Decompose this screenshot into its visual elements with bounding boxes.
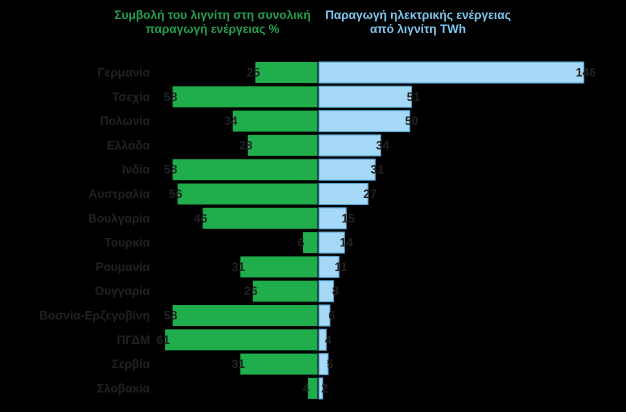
left-bar — [172, 305, 318, 326]
right-bar — [318, 158, 376, 181]
right-bar — [318, 134, 382, 157]
left-bar — [240, 353, 318, 375]
category-label: Ελλάδα — [107, 138, 151, 152]
left-value-label: 6 — [298, 236, 305, 250]
left-value-label: 56 — [169, 187, 183, 201]
category-label: Ινδία — [122, 163, 151, 177]
right-bar — [318, 328, 327, 351]
left-value-label: 31 — [232, 357, 246, 371]
left-bar — [232, 110, 318, 132]
right-value-label: 4 — [325, 333, 332, 347]
category-label: Σλοβακία — [97, 381, 151, 395]
left-bar — [202, 207, 318, 229]
category-label: Αυστραλία — [89, 187, 151, 201]
left-bar — [172, 159, 318, 181]
left-bar — [172, 86, 318, 108]
left-bar — [240, 256, 318, 278]
left-bar — [255, 62, 318, 83]
right-bar — [318, 61, 585, 84]
right-bar — [318, 85, 412, 108]
left-value-label: 31 — [232, 260, 246, 274]
left-bar — [247, 134, 318, 156]
right-value-label: 2 — [321, 381, 328, 395]
right-bar — [318, 280, 335, 303]
right-value-label: 5 — [327, 357, 334, 371]
right-value-label: 14 — [340, 236, 354, 250]
category-label: Ουγγαρία — [95, 284, 151, 298]
right-value-label: 6 — [329, 309, 336, 323]
left-value-label: 28 — [239, 138, 253, 152]
right-series-bars — [318, 61, 585, 400]
right-value-label: 146 — [576, 66, 596, 80]
right-bar — [318, 207, 347, 230]
left-value-label: 61 — [156, 333, 170, 347]
right-value-label: 51 — [407, 90, 421, 104]
right-bar — [318, 353, 329, 376]
right-value-label: 11 — [335, 260, 348, 274]
right-value-label: 34 — [376, 138, 390, 152]
right-bar — [318, 231, 345, 254]
right-value-label: 27 — [363, 187, 377, 201]
category-label: Ρουμανία — [96, 260, 151, 274]
left-value-label: 34 — [224, 114, 238, 128]
right-bar — [318, 304, 331, 327]
category-label: Βουλγαρία — [88, 211, 150, 225]
right-bar — [318, 377, 324, 400]
left-value-label: 26 — [244, 284, 258, 298]
category-label: ΠΓΔΜ — [117, 333, 150, 347]
right-value-label: 50 — [405, 114, 419, 128]
category-label: Βοσνία-Ερζεγοβίνη — [39, 309, 150, 323]
category-label: Πολωνία — [100, 114, 151, 128]
right-bar — [318, 183, 369, 205]
right-value-label: 31 — [371, 163, 385, 177]
category-label: Τουρκία — [104, 236, 150, 250]
left-bar — [177, 183, 318, 205]
category-labels: Γερμανία Τσεχία Πολωνία Ελλάδα Ινδία Αυστραλί… — [39, 66, 151, 396]
left-chart-title: Συμβολή του λιγνίτη στη συνολική παραγωγ… — [114, 8, 311, 36]
left-value-label: 46 — [194, 211, 208, 225]
left-series-bars — [165, 62, 318, 399]
left-value-label: 58 — [164, 90, 178, 104]
right-bar — [318, 110, 411, 133]
right-bar — [318, 255, 340, 278]
left-bar — [252, 280, 318, 302]
left-bar — [307, 377, 318, 399]
left-bar — [165, 329, 318, 351]
category-label: Γερμανία — [98, 66, 151, 80]
right-chart-title: Παραγωγή ηλεκτρικής ενέργειας από λιγνίτ… — [325, 8, 511, 36]
left-value-label: 58 — [164, 309, 178, 323]
left-bar — [302, 232, 318, 254]
right-value-label: 15 — [342, 211, 356, 225]
left-value-label: 25 — [247, 66, 261, 80]
left-value-label: 4 — [303, 381, 310, 395]
category-label: Τσεχία — [112, 90, 151, 104]
category-label: Σερβία — [112, 357, 151, 371]
right-value-label: 8 — [332, 284, 339, 298]
left-value-label: 58 — [164, 163, 178, 177]
